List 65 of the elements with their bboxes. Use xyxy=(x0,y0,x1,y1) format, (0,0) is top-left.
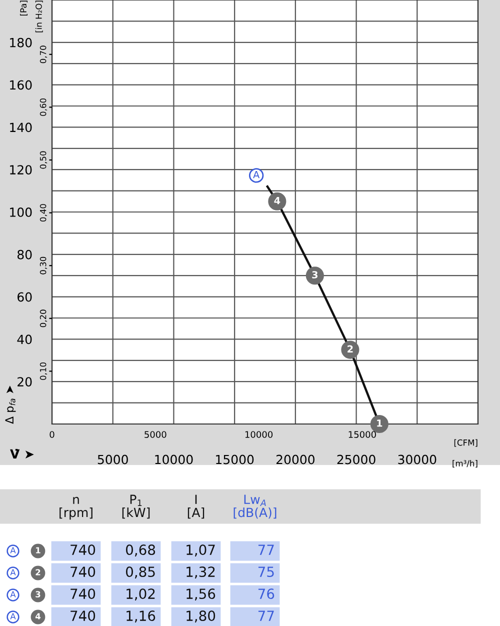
category-label: I [A] xyxy=(188,494,204,519)
text: Δ p$_{fa}$ ➤ xyxy=(5,386,16,424)
text: 0,85 xyxy=(126,566,155,578)
y-tick-label: 40 xyxy=(17,334,32,344)
text: 1,56 xyxy=(186,588,216,600)
x-tick-label: 5000 xyxy=(98,454,128,464)
y2-tick-label: 0,50 xyxy=(40,151,48,169)
x-tick-label: 30000 xyxy=(398,454,436,464)
y2-axis-title: [in H₂O] xyxy=(35,0,43,32)
text: 1,07 xyxy=(186,544,215,556)
annotation: 3 xyxy=(312,271,318,278)
x-tick-label: 20000 xyxy=(276,454,314,464)
x2-axis-title: [CFM] xyxy=(454,439,478,447)
y2-tick-label: 0,30 xyxy=(40,256,48,274)
text: 740 xyxy=(70,588,96,600)
y-tick-label: 180 xyxy=(10,38,32,48)
category-label: A xyxy=(10,569,16,576)
text: 1,16 xyxy=(126,610,156,622)
text: 740 xyxy=(70,566,96,578)
text: 740 xyxy=(70,544,96,556)
y-tick-label: 100 xyxy=(10,207,32,217)
category-label: n [rpm] xyxy=(60,496,92,520)
x2-tick-label: 10000 xyxy=(245,431,273,438)
y2-tick-label: 0,60 xyxy=(40,98,48,116)
y-tick-label: 120 xyxy=(10,165,32,175)
annotation: A xyxy=(253,171,260,178)
y-tick-label: 60 xyxy=(18,292,32,302)
category-label: Lw$_{A}$ [dB(A)] xyxy=(234,494,276,519)
x-axis-title: [m³/h] xyxy=(452,460,478,468)
y2-tick-label: 0,10 xyxy=(40,362,48,380)
text: 75 xyxy=(258,566,274,578)
category-label: 1 xyxy=(36,547,40,554)
category-label: A xyxy=(10,613,16,620)
text: 77 xyxy=(258,544,274,555)
x2-tick-label: 0 xyxy=(50,431,54,438)
y2-tick-label: 0,40 xyxy=(40,204,48,222)
annotation: 1 xyxy=(377,420,382,427)
y-tick-label: 140 xyxy=(10,122,32,132)
category-label: 3 xyxy=(36,591,40,598)
category-label: 2 xyxy=(36,569,40,576)
y-tick-label: 160 xyxy=(10,80,32,90)
x-tick-label: 10000 xyxy=(155,454,193,464)
text: V̇ ➤ xyxy=(10,448,34,458)
y-axis-title: [Pa] xyxy=(20,0,28,16)
annotation: 2 xyxy=(348,345,353,352)
y-tick-label: 20 xyxy=(18,377,32,387)
y-tick-label: 80 xyxy=(17,250,32,260)
annotation: 4 xyxy=(274,196,280,204)
x-tick-label: 15000 xyxy=(216,454,254,464)
y2-tick-label: 0,70 xyxy=(40,46,48,64)
x-tick-label: 25000 xyxy=(337,454,376,464)
text: 0,68 xyxy=(126,544,156,556)
y2-tick-label: 0,20 xyxy=(40,310,48,328)
text: 77 xyxy=(258,610,274,621)
x2-tick-label: 15000 xyxy=(348,431,376,438)
category-label: A xyxy=(10,547,16,554)
text: 1,80 xyxy=(186,610,216,622)
text: 1,32 xyxy=(186,566,215,578)
x2-tick-label: 5000 xyxy=(144,431,166,438)
category-label: 4 xyxy=(35,613,41,620)
text: 76 xyxy=(258,588,274,600)
category-label: P$_{1}$ [kW] xyxy=(122,494,150,519)
category-label: A xyxy=(10,591,16,598)
text: 1,02 xyxy=(126,588,155,600)
text: 740 xyxy=(70,610,96,622)
